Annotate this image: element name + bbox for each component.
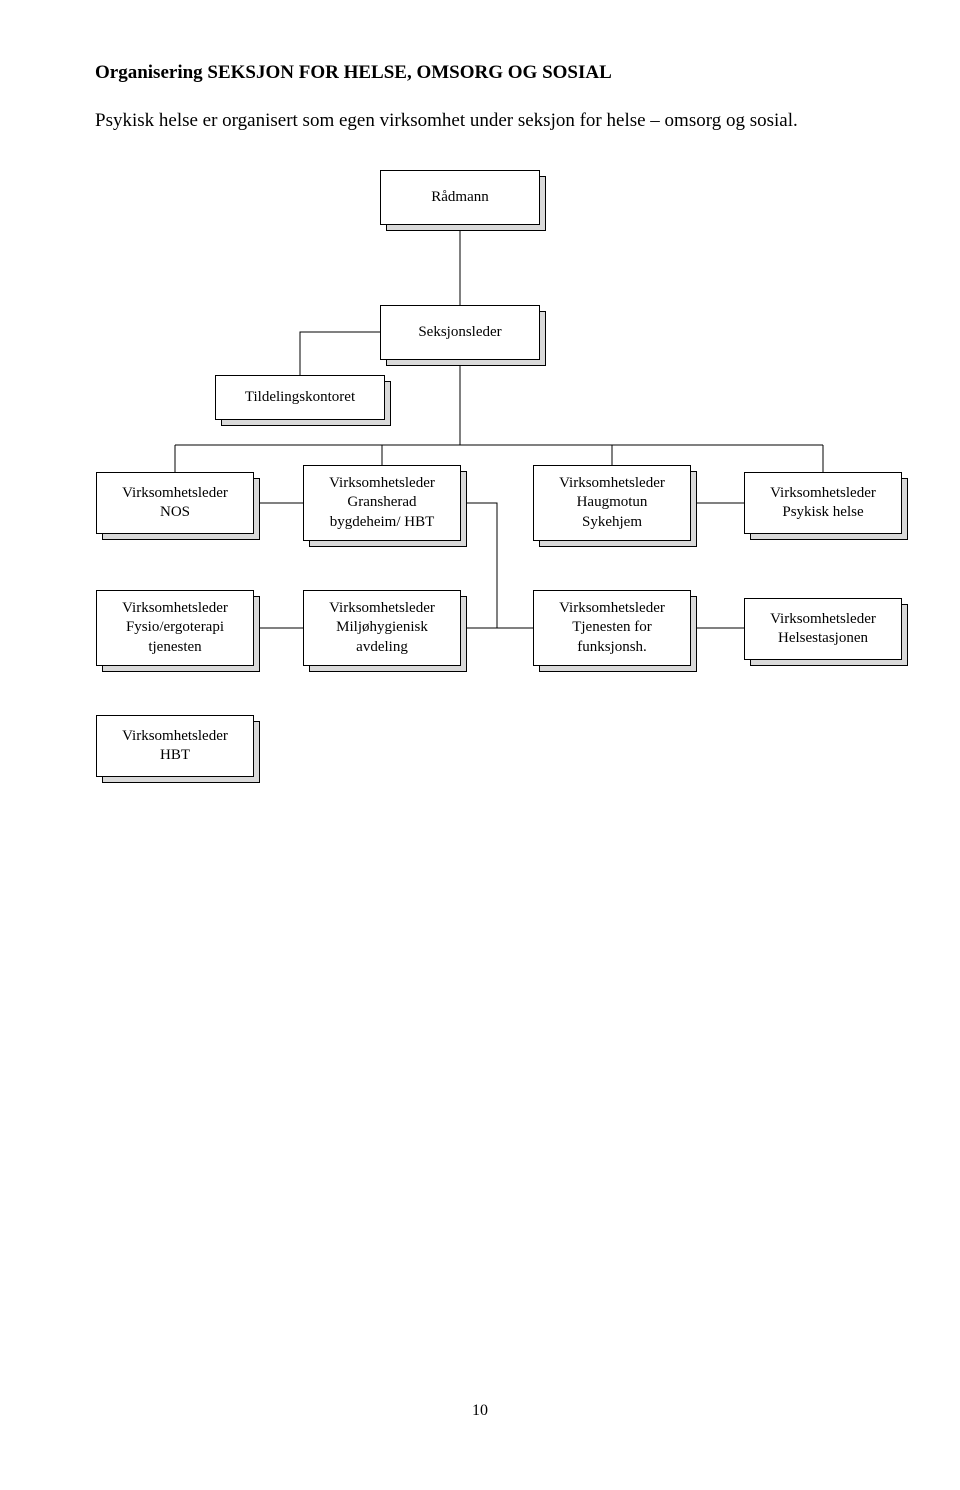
- org-box-label: Fysio/ergoterapi: [126, 618, 224, 638]
- org-box-label: Virksomhetsleder: [770, 484, 876, 504]
- org-box-label: Seksjonsleder: [418, 323, 501, 343]
- org-box-label: Psykisk helse: [782, 503, 863, 523]
- page-title: Organisering SEKSJON FOR HELSE, OMSORG O…: [95, 62, 612, 84]
- connector: [300, 332, 380, 375]
- page-number: 10: [472, 1402, 488, 1420]
- org-box-psykisk: VirksomhetslederPsykisk helse: [744, 472, 902, 534]
- org-box-label: funksjonsh.: [577, 638, 647, 658]
- org-box-label: NOS: [160, 503, 190, 523]
- org-box-label: Virksomhetsleder: [122, 599, 228, 619]
- org-box-radmann: Rådmann: [380, 170, 540, 225]
- org-box-label: bygdeheim/ HBT: [330, 513, 435, 533]
- org-box-label: Haugmotun: [577, 493, 648, 513]
- org-box-fysio: VirksomhetslederFysio/ergoterapitjeneste…: [96, 590, 254, 666]
- org-box-label: tjenesten: [148, 638, 201, 658]
- org-box-label: Tildelingskontoret: [245, 388, 355, 408]
- org-box-label: Virksomhetsleder: [122, 484, 228, 504]
- org-box-seksjonsleder: Seksjonsleder: [380, 305, 540, 360]
- org-box-label: Sykehjem: [582, 513, 642, 533]
- org-box-gransherad: VirksomhetslederGransheradbygdeheim/ HBT: [303, 465, 461, 541]
- org-box-helsestasjon: VirksomhetslederHelsestasjonen: [744, 598, 902, 660]
- org-box-label: Virksomhetsleder: [122, 727, 228, 747]
- org-box-label: Virksomhetsleder: [559, 599, 665, 619]
- org-box-miljo: VirksomhetslederMiljøhygieniskavdeling: [303, 590, 461, 666]
- org-box-label: Virksomhetsleder: [559, 474, 665, 494]
- org-box-nos: VirksomhetslederNOS: [96, 472, 254, 534]
- org-box-tildeling: Tildelingskontoret: [215, 375, 385, 420]
- org-box-haugmotun: VirksomhetslederHaugmotunSykehjem: [533, 465, 691, 541]
- connector: [461, 503, 533, 628]
- org-box-label: Tjenesten for: [572, 618, 652, 638]
- org-box-label: Miljøhygienisk: [336, 618, 428, 638]
- org-box-label: Virksomhetsleder: [770, 610, 876, 630]
- org-box-label: avdeling: [356, 638, 408, 658]
- page-subtitle: Psykisk helse er organisert som egen vir…: [95, 110, 798, 132]
- org-box-label: Virksomhetsleder: [329, 599, 435, 619]
- org-box-label: Virksomhetsleder: [329, 474, 435, 494]
- org-box-label: Gransherad: [347, 493, 416, 513]
- org-box-label: Helsestasjonen: [778, 629, 868, 649]
- org-box-tjenesten: VirksomhetslederTjenesten forfunksjonsh.: [533, 590, 691, 666]
- org-box-label: HBT: [160, 746, 190, 766]
- org-box-label: Rådmann: [431, 188, 489, 208]
- org-box-hbt: VirksomhetslederHBT: [96, 715, 254, 777]
- page-container: Organisering SEKSJON FOR HELSE, OMSORG O…: [0, 0, 960, 1490]
